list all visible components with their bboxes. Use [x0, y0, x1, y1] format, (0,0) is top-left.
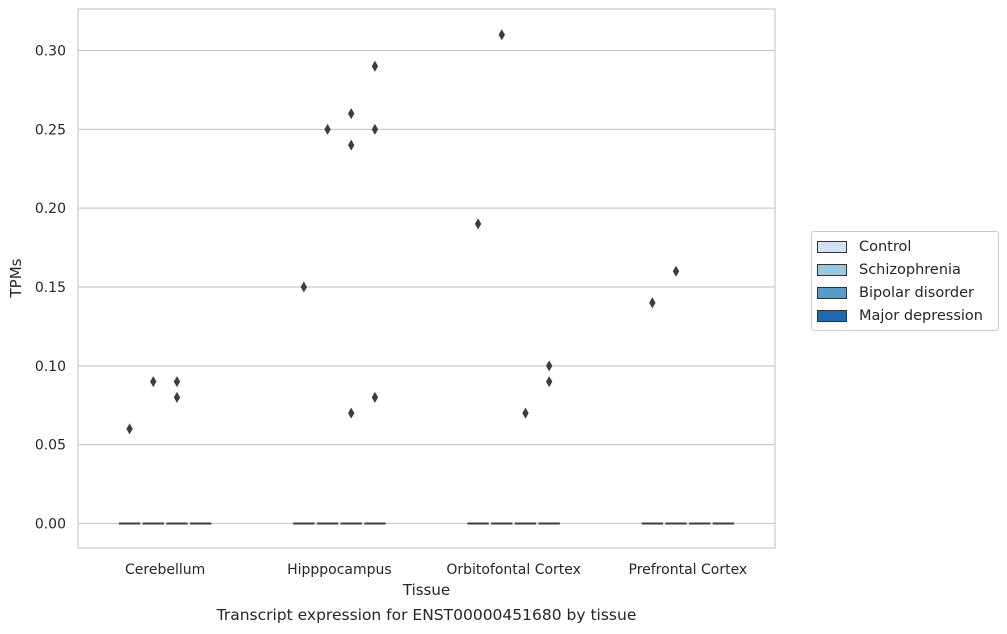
- outlier-point: [300, 281, 308, 293]
- legend-item: Schizophrenia: [812, 258, 998, 281]
- outlier-point: [545, 376, 553, 388]
- outlier-point: [173, 391, 181, 403]
- outlier-point: [371, 391, 379, 403]
- x-tick-label: Orbitofontal Cortex: [446, 562, 581, 578]
- plot-frame: [77, 8, 776, 549]
- legend-label: Bipolar disorder: [859, 284, 974, 301]
- outlier-point: [672, 265, 680, 277]
- y-tick-label: 0.20: [35, 201, 66, 217]
- outlier-points: [126, 29, 680, 435]
- outlier-point: [348, 407, 355, 419]
- x-tick-labels: Cerebellum Hipppocampus Orbitofontal Corte…: [125, 562, 747, 578]
- y-tick-label: 0.00: [35, 517, 66, 533]
- y-tick-label: 0.25: [35, 122, 66, 138]
- outlier-point: [150, 376, 157, 388]
- legend-swatch: [817, 309, 847, 322]
- y-tick-label: 0.30: [35, 44, 66, 60]
- legend: Control Schizophrenia Bipolar disorder Majo…: [811, 231, 999, 331]
- outlier-point: [324, 123, 331, 135]
- legend-swatch: [817, 240, 847, 253]
- outlier-point: [649, 297, 656, 309]
- legend-swatch: [817, 286, 847, 299]
- outlier-point: [474, 218, 482, 230]
- chart-caption: Transcript expression for ENST0000045168…: [216, 606, 637, 624]
- outlier-point: [348, 139, 355, 151]
- outlier-point: [545, 360, 553, 372]
- legend-label: Control: [859, 238, 912, 255]
- legend-item: Major depression: [812, 304, 998, 327]
- y-tick-label: 0.15: [35, 280, 66, 296]
- legend-item: Bipolar disorder: [812, 281, 998, 304]
- gridlines: [78, 49, 775, 525]
- outlier-point: [498, 29, 505, 41]
- y-axis-title: TPMs: [7, 258, 25, 298]
- outlier-point: [522, 407, 529, 419]
- legend-item: Control: [812, 235, 998, 258]
- y-tick-label: 0.05: [35, 438, 66, 454]
- x-tick-label: Hipppocampus: [287, 562, 392, 578]
- outlier-point: [371, 60, 379, 72]
- legend-label: Schizophrenia: [859, 261, 961, 278]
- x-tick-label: Cerebellum: [125, 562, 205, 578]
- legend-swatch: [817, 263, 847, 276]
- outlier-point: [173, 376, 181, 388]
- outlier-point: [371, 123, 379, 135]
- x-axis-title: Tissue: [402, 581, 450, 599]
- y-tick-labels: 0.00 0.05 0.10 0.15 0.20 0.25 0.30: [35, 44, 66, 533]
- legend-label: Major depression: [859, 307, 983, 324]
- outlier-point: [126, 423, 133, 435]
- x-tick-label: Prefrontal Cortex: [629, 562, 748, 578]
- outlier-point: [348, 108, 355, 120]
- y-tick-label: 0.10: [35, 359, 66, 375]
